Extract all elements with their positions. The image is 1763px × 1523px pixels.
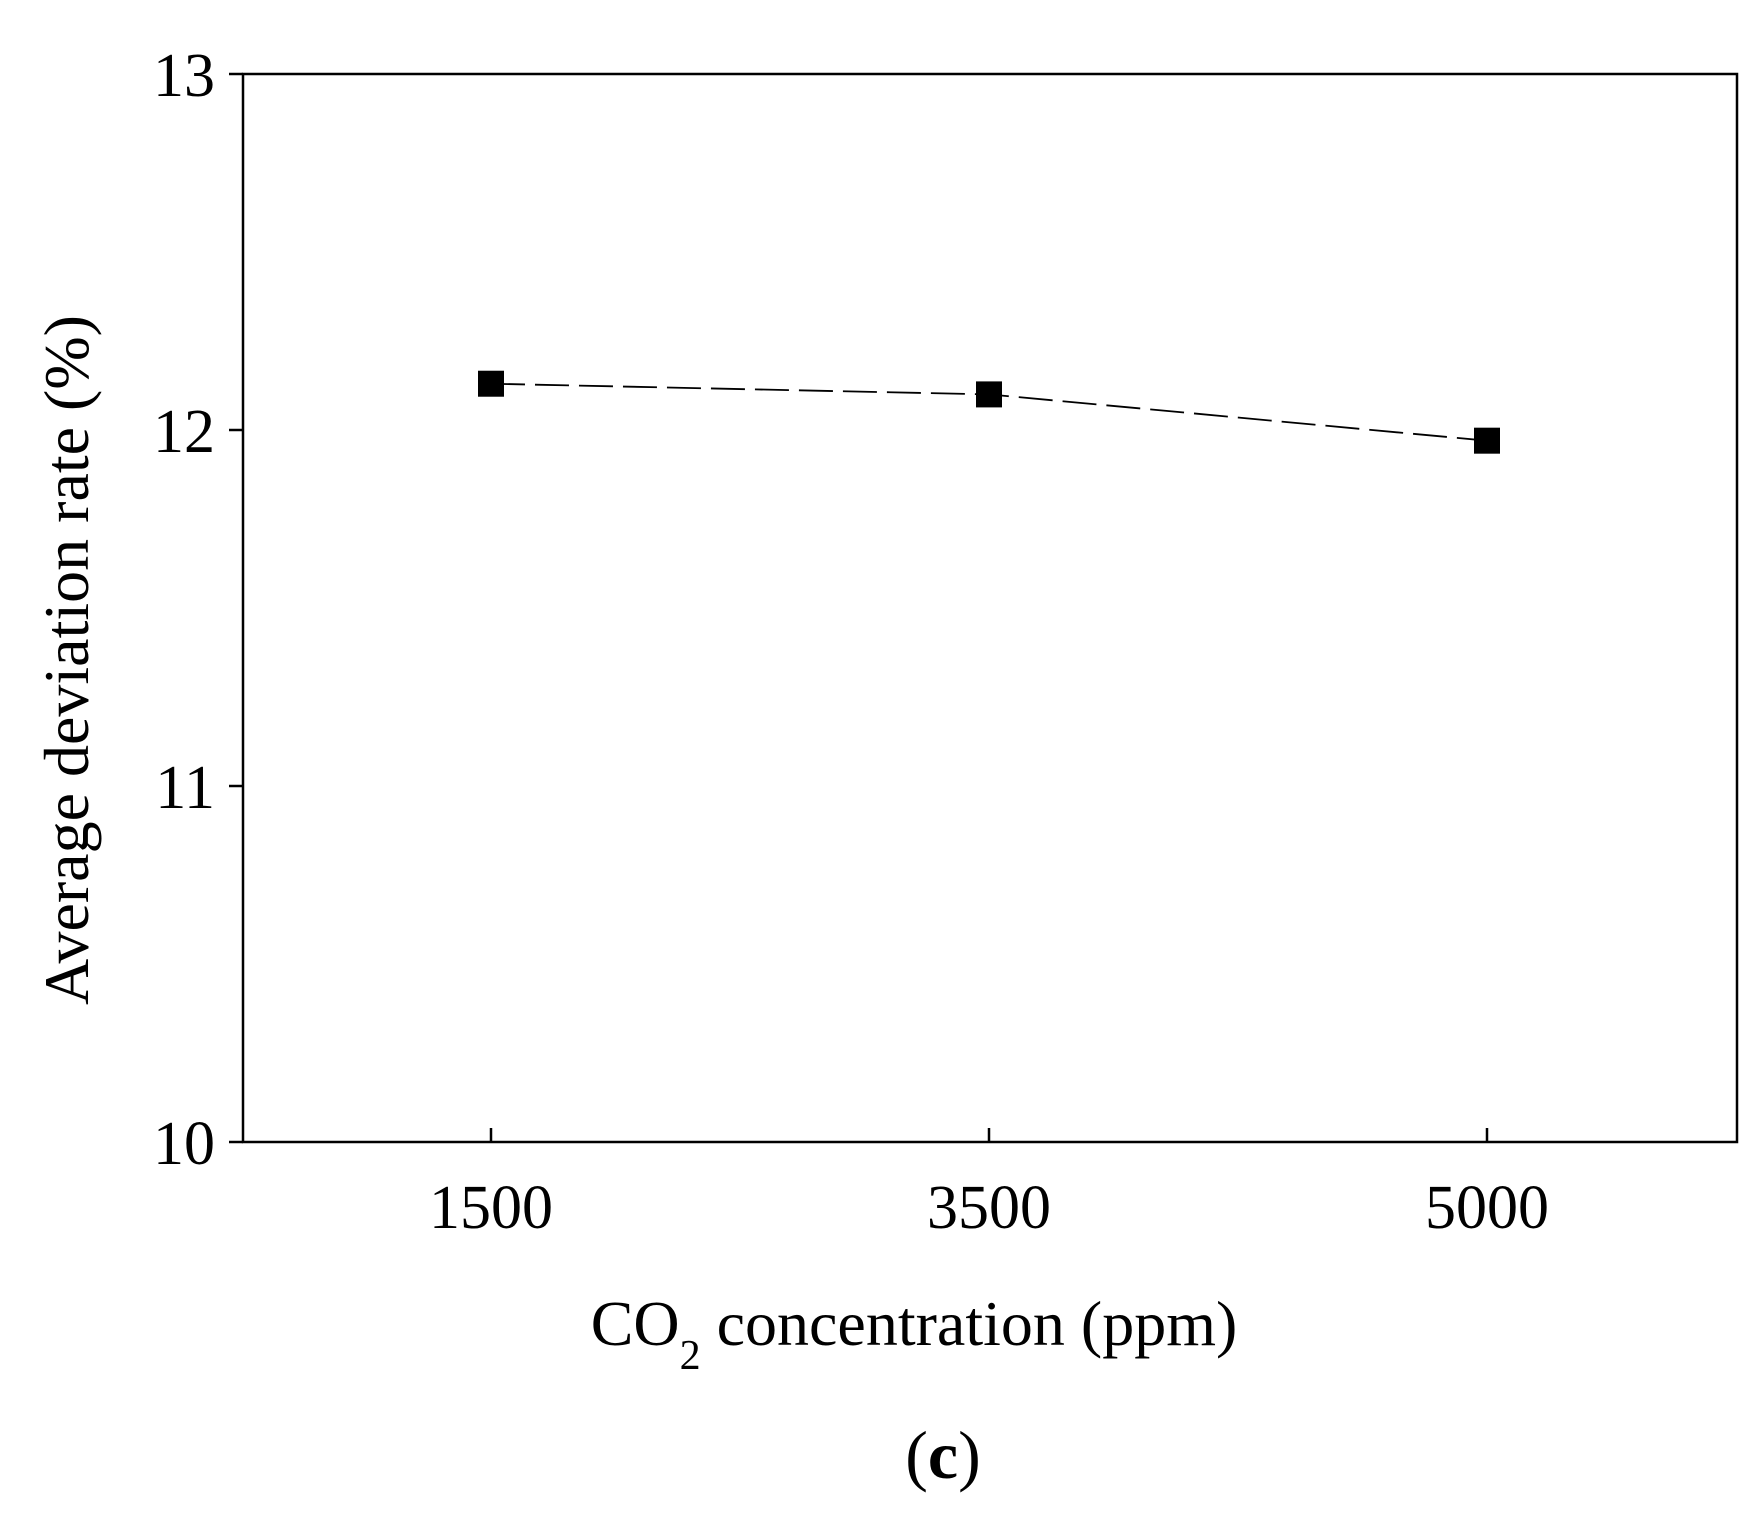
data-point-marker <box>976 381 1002 408</box>
y-axis-title: Average deviation rate (%) <box>31 315 102 1005</box>
x-tick-label: 3500 <box>927 1174 1051 1242</box>
x-tick-label: 5000 <box>1425 1174 1549 1242</box>
y-axis-ticks: 10 11 12 13 <box>153 42 243 1178</box>
panel-label: (c) <box>905 1417 981 1493</box>
data-point-marker <box>1474 427 1500 454</box>
y-tick-label: 11 <box>155 754 215 822</box>
x-tick-label: 1500 <box>429 1174 553 1242</box>
plot-frame <box>241 72 1739 1144</box>
data-series <box>478 370 1500 454</box>
data-point-marker <box>478 370 504 397</box>
y-tick-label: 13 <box>153 42 215 110</box>
x-axis-ticks: 1500 3500 5000 <box>429 1128 1549 1242</box>
x-axis-title: CO2 concentration (ppm) <box>591 1288 1238 1379</box>
y-tick-label: 10 <box>153 1110 215 1178</box>
y-tick-label: 12 <box>153 398 215 466</box>
